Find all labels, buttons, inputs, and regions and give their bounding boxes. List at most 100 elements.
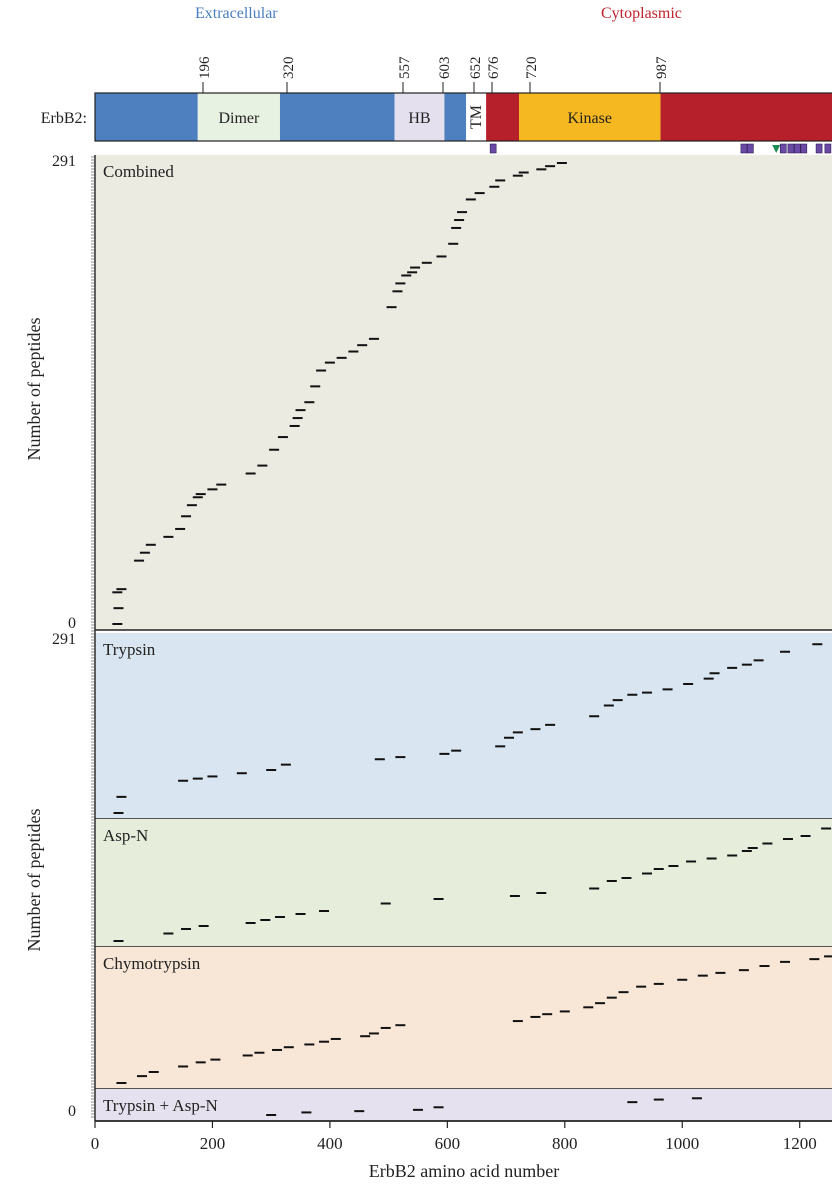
- peptide-mark: [741, 850, 752, 852]
- peptide-mark: [504, 736, 515, 739]
- peptide-mark: [627, 1101, 638, 1104]
- peptide-mark: [800, 835, 811, 837]
- peptide-mark: [677, 978, 688, 981]
- peptide-mark: [292, 417, 303, 420]
- x-tick-label: 800: [552, 1134, 578, 1153]
- domain-block: [95, 93, 198, 141]
- phospho-site-marker: [489, 143, 497, 154]
- peptide-mark: [192, 496, 203, 499]
- peptide-mark: [148, 1070, 159, 1073]
- peptide-mark: [509, 895, 520, 897]
- domain-label: TM: [468, 105, 485, 129]
- peptide-mark: [266, 1114, 277, 1116]
- domain-block: [518, 93, 661, 141]
- peptide-mark: [304, 1043, 315, 1046]
- panel-title: Asp-N: [103, 826, 148, 845]
- peptide-mark: [216, 483, 227, 486]
- peptide-mark: [374, 758, 385, 761]
- peptide-mark: [274, 916, 285, 918]
- protein-domain-map: ErbB2: Dimer HB TM Kinase 196 320 557 603 652 676 7…: [41, 56, 832, 154]
- peptide-mark: [451, 749, 462, 752]
- peptide-mark: [686, 860, 697, 863]
- peptide-mark: [254, 1051, 265, 1054]
- position-label: 987: [654, 56, 670, 79]
- phospho-site-marker: [740, 143, 748, 154]
- peptide-mark: [759, 965, 770, 968]
- peptide-mark: [780, 960, 791, 963]
- peptide-mark: [653, 1098, 664, 1101]
- peptide-mark: [360, 1035, 371, 1038]
- peptide-mark: [195, 1061, 206, 1064]
- region-cytoplasmic-label: Cytoplasmic: [601, 5, 682, 22]
- peptide-mark: [348, 350, 359, 353]
- peptide-mark: [113, 940, 124, 942]
- peptide-mark: [304, 401, 315, 404]
- position-label: 603: [437, 57, 453, 80]
- panel-background: [95, 947, 832, 1089]
- peptide-mark: [181, 928, 192, 930]
- y-axis-title-combined: Number of peptides: [24, 318, 44, 461]
- peptide-mark: [606, 880, 617, 882]
- peptide-mark: [116, 795, 127, 798]
- peptide-mark: [272, 1048, 283, 1051]
- peptide-mark: [395, 1024, 406, 1027]
- peptide-mark: [395, 756, 406, 759]
- peptide-mark: [295, 409, 306, 412]
- peptide-mark: [668, 865, 679, 867]
- peptide-mark: [368, 1032, 379, 1035]
- peptide-mark: [495, 745, 506, 748]
- peptide-mark: [448, 242, 459, 245]
- x-tick-label: 1200: [783, 1134, 817, 1153]
- peptide-mark: [536, 168, 547, 171]
- panel-title: Chymotrypsin: [103, 954, 201, 973]
- x-tick-label: 200: [200, 1134, 226, 1153]
- peptide-mark: [178, 1065, 189, 1068]
- peptide-mark: [301, 1111, 312, 1114]
- peptide-mark: [780, 650, 791, 653]
- peptide-mark: [583, 1006, 594, 1009]
- position-label: 320: [281, 57, 297, 80]
- peptide-mark: [380, 902, 391, 905]
- peptide-mark: [392, 290, 403, 293]
- x-tick-label: 400: [317, 1134, 343, 1153]
- peptide-mark: [319, 1040, 330, 1043]
- peptide-mark: [116, 588, 127, 591]
- peptide-marks: [112, 162, 832, 1116]
- panel-title: Trypsin + Asp-N: [103, 1096, 218, 1115]
- peptide-mark: [556, 162, 567, 164]
- peptide-mark: [257, 464, 268, 467]
- peptide-mark: [134, 559, 145, 562]
- panel-background: [95, 633, 832, 819]
- peptide-mark: [266, 769, 277, 771]
- peptide-mark: [112, 623, 123, 625]
- panel-title: Combined: [103, 162, 174, 181]
- peptide-mark: [559, 1010, 570, 1013]
- peptide-mark: [436, 255, 447, 258]
- panel-background: [95, 819, 832, 947]
- peptide-mark: [589, 887, 600, 890]
- peptide-mark: [653, 982, 664, 985]
- x-tick-label: 0: [91, 1134, 100, 1153]
- peptide-mark: [627, 693, 638, 696]
- peptide-mark: [495, 179, 506, 182]
- peptide-mark: [457, 211, 468, 214]
- x-axis-title: ErbB2 amino acid number: [369, 1161, 559, 1181]
- domain-block: [486, 93, 519, 141]
- peptide-mark: [401, 274, 412, 277]
- peptide-mark: [703, 677, 714, 680]
- domain-block: [197, 93, 280, 141]
- peptide-mark: [809, 958, 820, 961]
- peptide-mark: [207, 775, 218, 778]
- peptide-mark: [439, 752, 450, 755]
- peptide-mark: [465, 198, 476, 201]
- peptide-mark: [512, 174, 523, 177]
- peptide-mark: [324, 361, 335, 364]
- peptide-mark: [336, 356, 347, 359]
- peptide-mark: [395, 282, 406, 285]
- peptide-mark: [762, 842, 773, 845]
- y-axis-title-lower: Number of peptides: [24, 809, 44, 952]
- peptide-mark: [603, 704, 614, 707]
- peptide-mark: [653, 868, 664, 870]
- y-tick-label: 0: [68, 615, 76, 632]
- peptide-mark: [113, 607, 124, 610]
